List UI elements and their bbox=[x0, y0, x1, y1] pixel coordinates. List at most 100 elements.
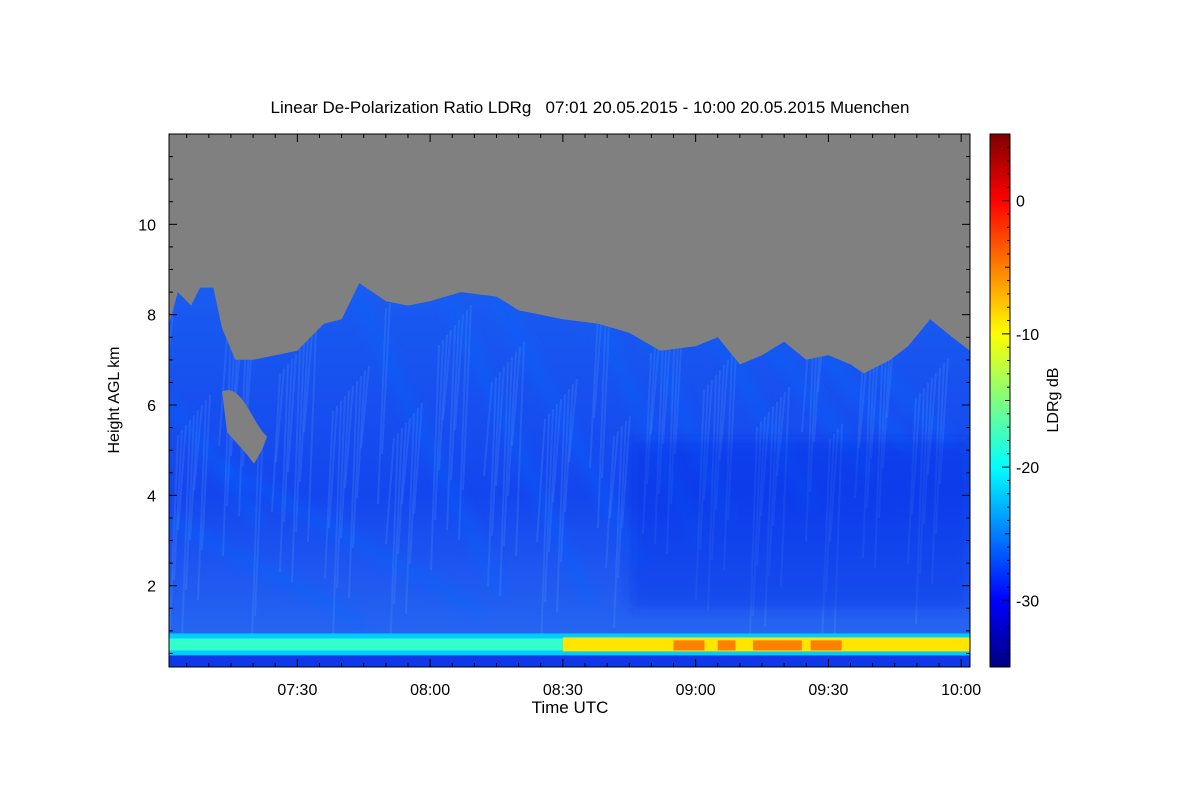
texture-streak bbox=[405, 412, 415, 615]
x-tick-label: 10:00 bbox=[941, 682, 981, 699]
texture-streak bbox=[324, 410, 334, 579]
texture-streak bbox=[189, 409, 199, 541]
texture-streak bbox=[222, 331, 232, 557]
texture-streak bbox=[185, 414, 195, 591]
texture-streak bbox=[536, 418, 546, 543]
colorbar: 0 -10 -20 -30 bbox=[989, 133, 1039, 668]
boundary-layer-hotspot bbox=[810, 640, 842, 651]
texture-streak bbox=[409, 407, 419, 565]
y-tick-label: 6 bbox=[147, 398, 156, 415]
texture-streak bbox=[393, 427, 403, 605]
texture-streak bbox=[344, 385, 354, 489]
texture-streak bbox=[438, 334, 448, 471]
texture-streak bbox=[487, 376, 497, 587]
texture-streak bbox=[650, 342, 660, 435]
texture-streak bbox=[197, 399, 207, 601]
texture-streak bbox=[177, 424, 187, 531]
texture-streak bbox=[556, 393, 566, 613]
colorbar-tick-label: -30 bbox=[1016, 593, 1039, 610]
texture-streak bbox=[450, 319, 460, 481]
texture-streak bbox=[597, 305, 607, 529]
texture-streak bbox=[385, 437, 395, 545]
texture-streak bbox=[491, 371, 501, 537]
texture-streak bbox=[430, 344, 440, 571]
texture-streak bbox=[442, 329, 452, 421]
texture-streak bbox=[336, 395, 346, 589]
texture-streak bbox=[401, 417, 411, 505]
texture-streak bbox=[250, 436, 260, 667]
signal-texture bbox=[169, 293, 970, 667]
texture-streak bbox=[462, 304, 472, 491]
fall-streak bbox=[442, 293, 596, 607]
texture-streak bbox=[507, 351, 517, 497]
x-tick-label: 09:00 bbox=[676, 682, 716, 699]
texture-streak bbox=[495, 366, 505, 487]
texture-streak bbox=[483, 381, 493, 477]
texture-streak bbox=[169, 434, 179, 631]
texture-streak bbox=[307, 328, 317, 543]
texture-streak bbox=[283, 358, 293, 523]
texture-streak bbox=[287, 353, 297, 473]
y-tick-label: 8 bbox=[147, 308, 156, 325]
x-tick-label: 08:00 bbox=[410, 682, 450, 699]
boundary-layer-hotspot bbox=[673, 640, 705, 651]
x-tick-label: 08:30 bbox=[543, 682, 583, 699]
texture-streak bbox=[605, 435, 615, 569]
texture-streak bbox=[303, 333, 313, 433]
x-tick-label: 09:30 bbox=[808, 682, 848, 699]
boundary-layer-core-early bbox=[169, 638, 563, 651]
texture-streak bbox=[173, 429, 183, 581]
texture-streak bbox=[560, 388, 570, 563]
texture-streak bbox=[328, 405, 338, 529]
fall-streak bbox=[802, 333, 916, 457]
x-tick-label: 07:30 bbox=[277, 682, 317, 699]
texture-streak bbox=[593, 310, 603, 419]
x-axis-label: Time UTC bbox=[531, 698, 609, 717]
texture-streak bbox=[601, 300, 611, 479]
texture-streak bbox=[446, 324, 456, 531]
texture-streak bbox=[552, 398, 562, 503]
texture-streak bbox=[613, 425, 623, 629]
texture-streak bbox=[271, 373, 281, 513]
texture-streak bbox=[291, 348, 301, 583]
plot-frame bbox=[168, 133, 971, 668]
dark-region bbox=[629, 441, 970, 609]
texture-streak bbox=[544, 408, 554, 603]
colorbar-tick-label: -10 bbox=[1016, 327, 1039, 344]
texture-streak bbox=[540, 413, 550, 653]
texture-streak bbox=[515, 341, 525, 557]
texture-streak bbox=[299, 338, 309, 483]
fall-streak bbox=[169, 393, 266, 527]
chart-title: Linear De-Polarization Ratio LDRg 07:01 … bbox=[270, 98, 910, 117]
texture-streak bbox=[389, 432, 399, 655]
colorbar-tick-label: -20 bbox=[1016, 460, 1039, 477]
texture-streak bbox=[279, 363, 289, 573]
fall-streak bbox=[222, 463, 486, 617]
texture-streak bbox=[295, 343, 305, 533]
fall-streak bbox=[352, 293, 506, 597]
colorbar-tick-label: 0 bbox=[1016, 194, 1025, 211]
boundary-layer-hotspot bbox=[753, 640, 802, 651]
texture-streak bbox=[458, 309, 468, 541]
y-tick-label: 4 bbox=[147, 488, 156, 505]
texture-streak bbox=[340, 390, 350, 539]
texture-streak bbox=[193, 404, 203, 491]
fall-streak bbox=[492, 293, 646, 567]
texture-streak bbox=[332, 400, 342, 639]
texture-streak bbox=[397, 422, 407, 555]
texture-streak bbox=[499, 361, 509, 597]
texture-streak bbox=[589, 315, 599, 469]
y-tick-label: 2 bbox=[147, 579, 156, 596]
heatmap-area bbox=[169, 134, 970, 667]
texture-streak bbox=[352, 375, 362, 549]
axes: 07:30 08:00 08:30 09:00 09:30 10:00 2 4 6 8 10 bbox=[138, 133, 981, 699]
texture-streak bbox=[568, 378, 578, 463]
texture-streak bbox=[434, 339, 444, 521]
texture-streak bbox=[201, 394, 211, 551]
texture-streak bbox=[275, 368, 285, 463]
texture-streak bbox=[181, 419, 191, 641]
texture-streak bbox=[548, 403, 558, 553]
texture-streak bbox=[381, 302, 391, 455]
y-tick-label: 10 bbox=[138, 217, 156, 234]
